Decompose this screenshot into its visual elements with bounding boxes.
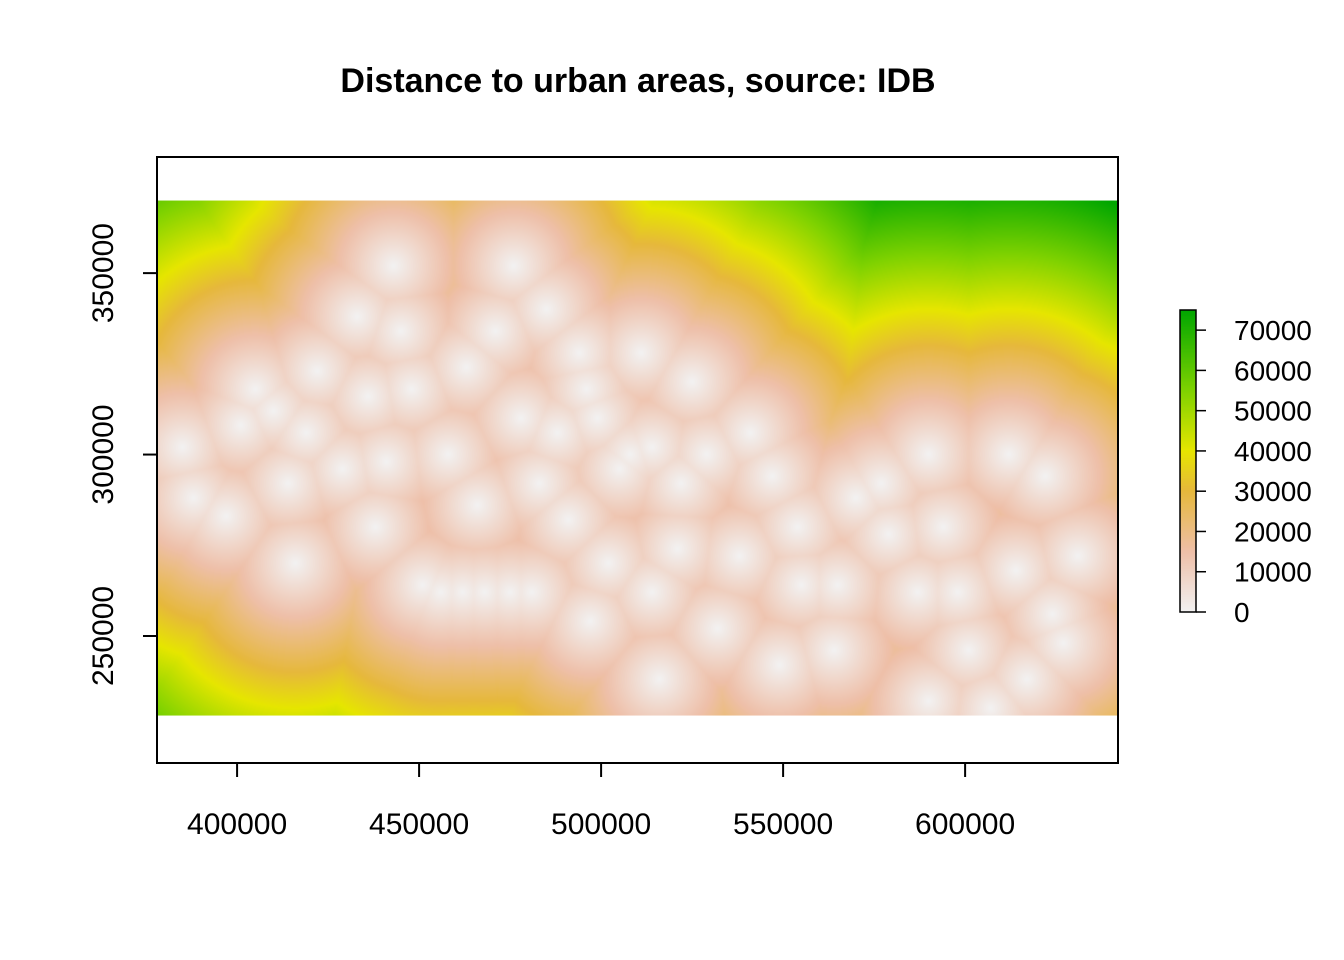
- y-tick-label: 250000: [87, 586, 120, 686]
- x-tick-label: 450000: [369, 808, 469, 841]
- legend-tick-label: 70000: [1234, 315, 1312, 346]
- legend-tick-label: 60000: [1234, 355, 1312, 386]
- legend-frame: [1179, 309, 1197, 613]
- legend-tick-label: 10000: [1234, 557, 1312, 588]
- y-tick-label: 350000: [87, 223, 120, 323]
- y-tick-label: 300000: [87, 405, 120, 505]
- legend-tick-label: 30000: [1234, 476, 1312, 507]
- x-tick-label: 400000: [187, 808, 287, 841]
- heatmap-raster: [157, 200, 1118, 716]
- legend-tick-label: 50000: [1234, 396, 1312, 427]
- legend-tick-label: 0: [1234, 597, 1250, 628]
- legend-colorbar: [1180, 310, 1196, 612]
- legend-tick-label: 40000: [1234, 436, 1312, 467]
- legend: 0 10000 20000 30000 40000 50000 60000 70000: [1179, 309, 1312, 628]
- x-axis: 400000 450000 500000 550000 600000: [187, 763, 1015, 841]
- plot-frame: [156, 156, 1119, 764]
- x-tick-label: 550000: [733, 808, 833, 841]
- y-axis: 250000 300000 350000: [87, 223, 157, 686]
- x-tick-label: 600000: [915, 808, 1015, 841]
- chart-title: Distance to urban areas, source: IDB: [340, 62, 935, 100]
- x-tick-label: 500000: [551, 808, 651, 841]
- legend-tick-label: 20000: [1234, 516, 1312, 547]
